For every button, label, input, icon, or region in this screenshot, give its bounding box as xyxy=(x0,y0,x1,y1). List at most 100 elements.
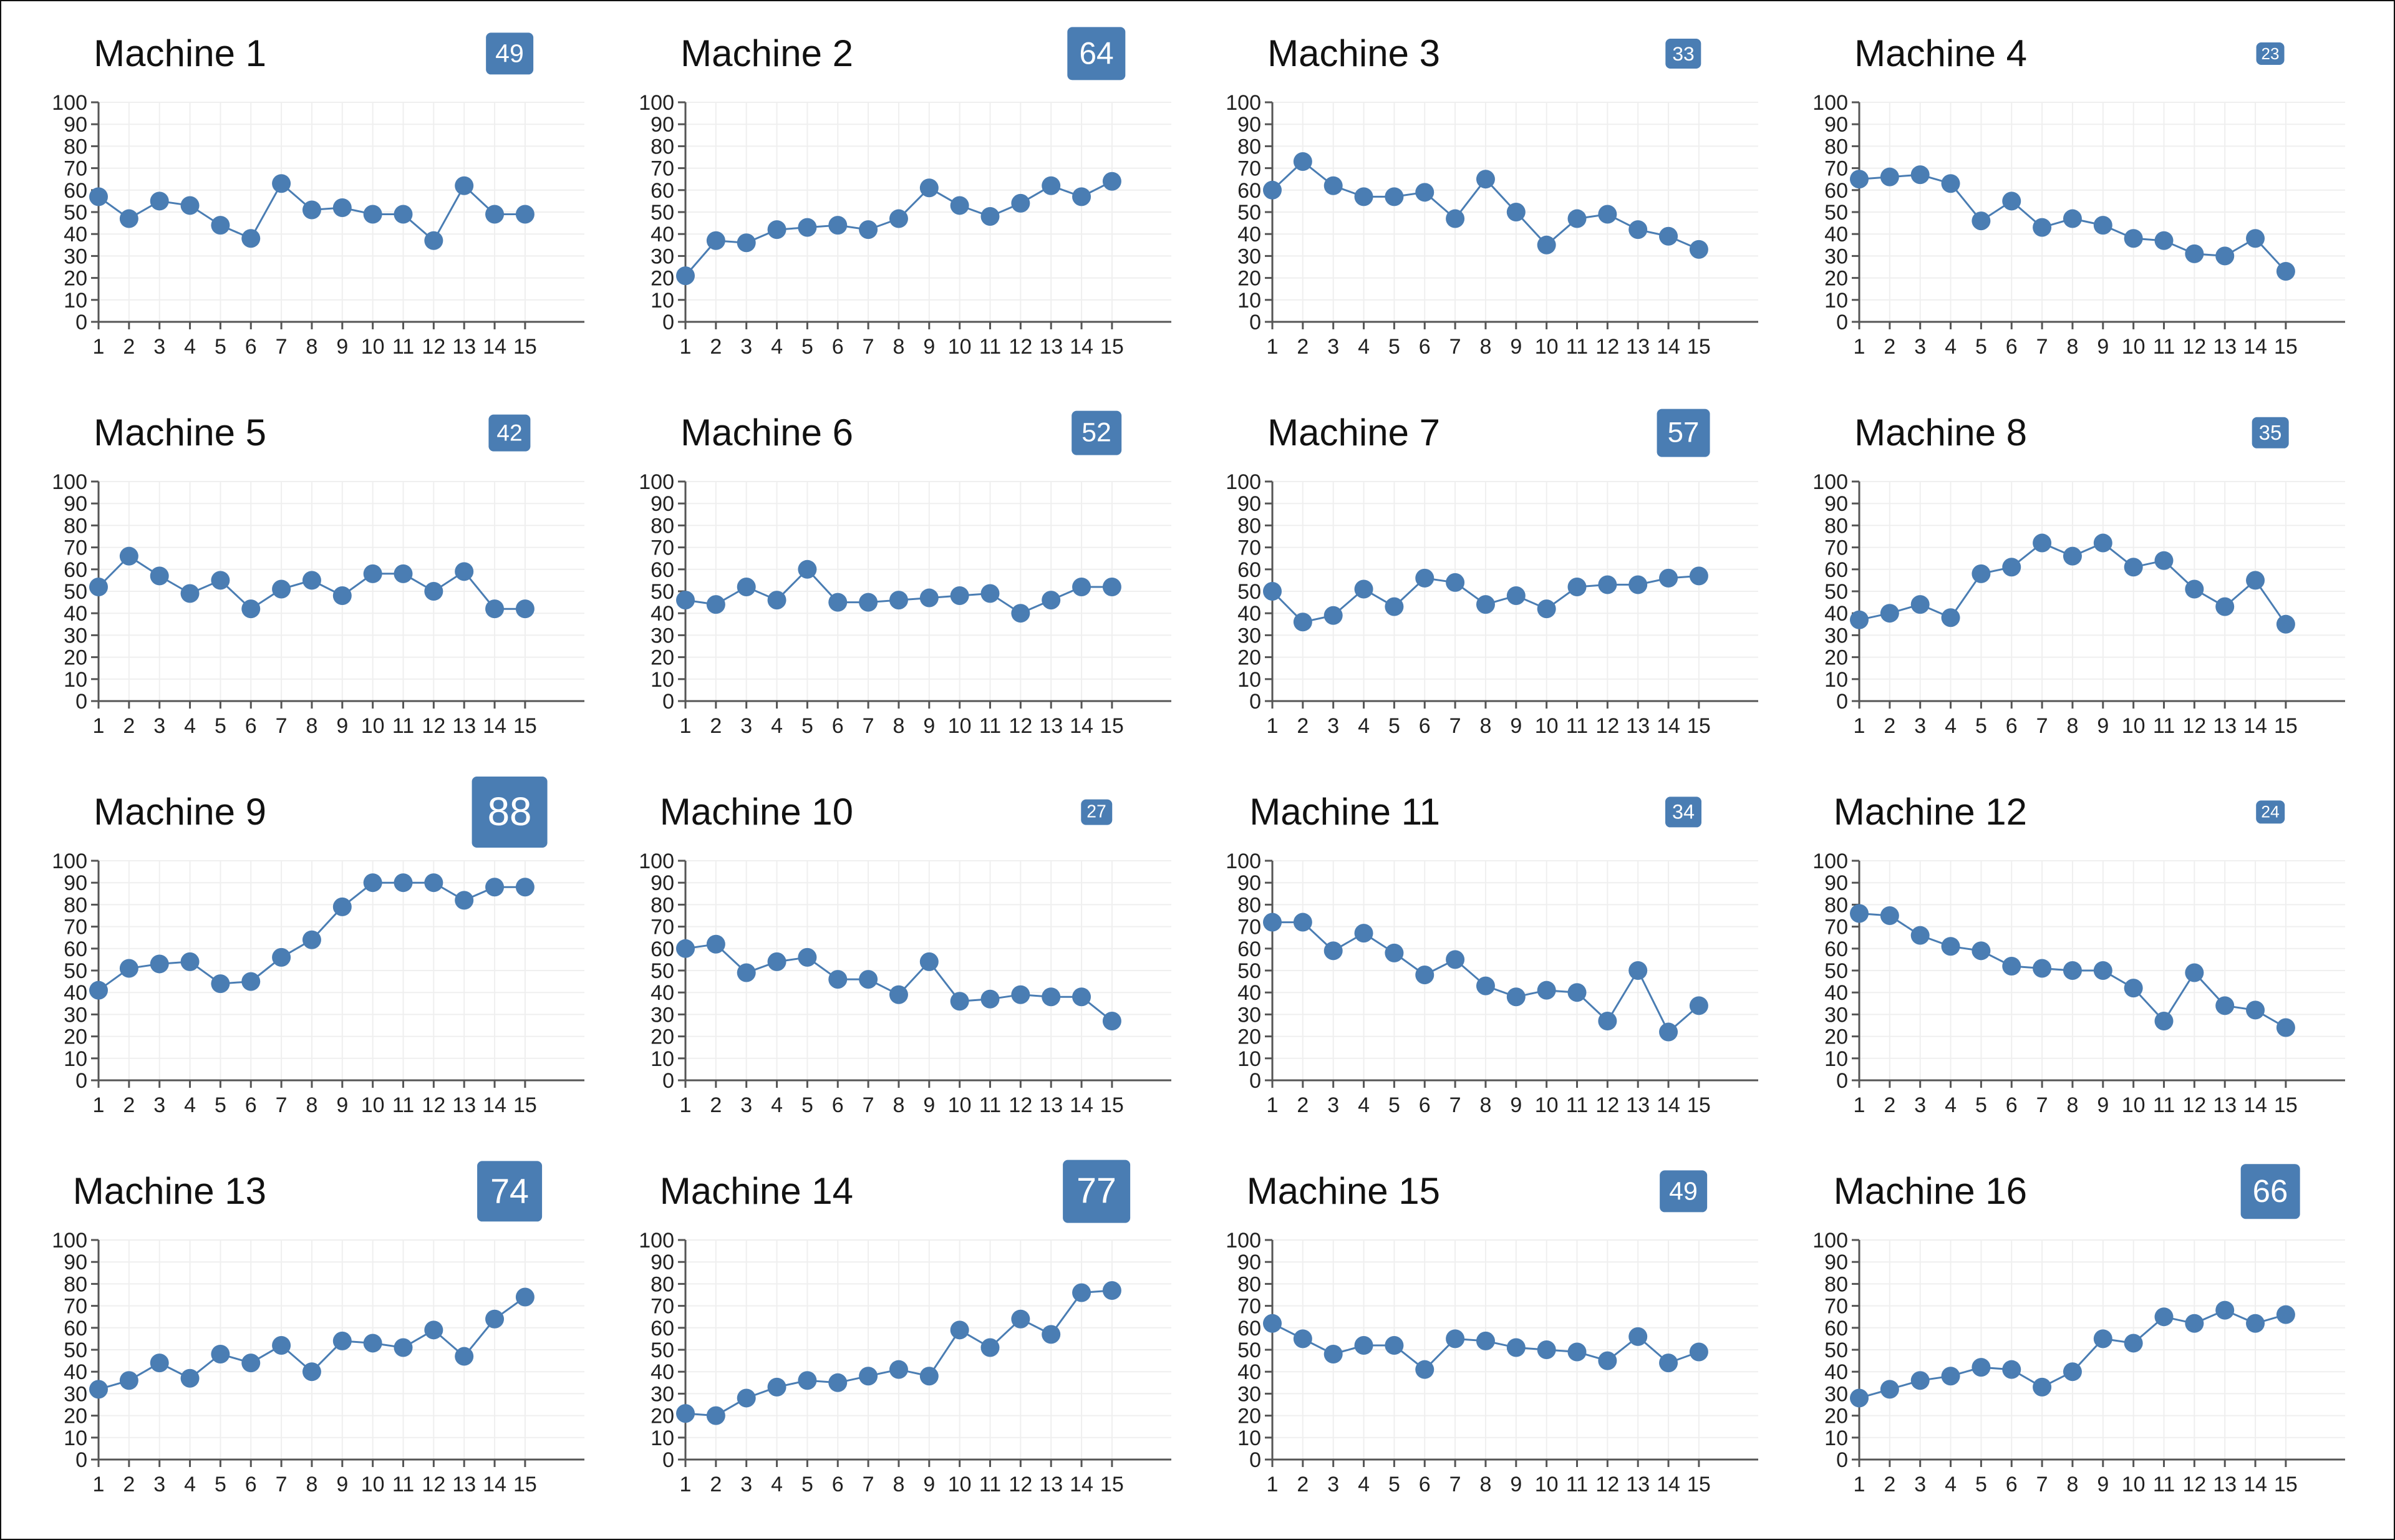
y-tick-label: 30 xyxy=(651,624,674,647)
data-point xyxy=(2002,191,2021,211)
y-tick-label: 50 xyxy=(64,580,87,604)
x-tick-label: 4 xyxy=(1945,335,1957,359)
x-tick-label: 6 xyxy=(832,1473,844,1496)
y-tick-label: 20 xyxy=(1237,267,1261,291)
y-tick-label: 20 xyxy=(64,267,87,291)
x-tick-label: 13 xyxy=(452,714,476,738)
machine-panel-2: Machine 2 64 0 10 20 30 40 50 60 70 80 90 100 1 2 3 4 5 6 7… xyxy=(588,1,1174,375)
machine-panel-11: Machine 11 34 0 10 20 30 40 50 60 70 80 90 100 1 2 3 4 5 6… xyxy=(1175,760,1761,1134)
data-point xyxy=(889,985,908,1004)
y-tick-label: 90 xyxy=(64,871,87,895)
data-point xyxy=(363,564,382,583)
data-point xyxy=(1972,1358,1991,1377)
x-tick-label: 7 xyxy=(1449,1093,1461,1117)
data-point xyxy=(859,220,878,240)
x-tick-label: 3 xyxy=(1914,1093,1926,1117)
x-tick-label: 4 xyxy=(1945,1473,1957,1496)
data-point xyxy=(2215,246,2235,266)
y-tick-label: 80 xyxy=(651,514,674,538)
value-badge: 88 xyxy=(472,777,548,848)
x-tick-label: 14 xyxy=(2243,1093,2267,1117)
value-badge: 64 xyxy=(1067,27,1126,80)
y-tick-label: 50 xyxy=(1824,959,1848,983)
y-tick-label: 60 xyxy=(1824,558,1848,582)
panel-title: Machine 16 xyxy=(1833,1170,2027,1212)
y-tick-label: 90 xyxy=(651,1251,674,1274)
grid xyxy=(1272,1239,1758,1460)
y-tick-label: 10 xyxy=(651,289,674,312)
x-tick-label: 13 xyxy=(1039,714,1063,738)
data-point xyxy=(798,218,817,237)
data-point xyxy=(1628,220,1648,240)
grid xyxy=(1859,481,2345,702)
y-tick-label: 10 xyxy=(1824,289,1848,312)
x-tick-label: 8 xyxy=(893,714,904,738)
y-tick-label: 70 xyxy=(1824,536,1848,560)
panel-title: Machine 13 xyxy=(72,1170,266,1212)
value-badge: 49 xyxy=(1660,1170,1707,1213)
x-tick-label: 10 xyxy=(948,714,972,738)
data-point xyxy=(1072,187,1091,206)
data-point xyxy=(798,559,817,579)
y-tick-label: 20 xyxy=(651,267,674,291)
x-tick-label: 10 xyxy=(1535,1473,1559,1496)
data-point xyxy=(1506,1338,1526,1357)
x-tick-label: 12 xyxy=(2182,1473,2206,1496)
x-tick-label: 9 xyxy=(336,1473,348,1496)
y-tick-label: 60 xyxy=(1237,558,1261,582)
y-tick-label: 20 xyxy=(64,646,87,670)
y-tick-label: 60 xyxy=(1237,937,1261,961)
y-tick-label: 40 xyxy=(1237,602,1261,626)
x-tick-label: 1 xyxy=(93,1473,105,1496)
x-tick-label: 12 xyxy=(422,714,445,738)
x-tick-label: 12 xyxy=(422,1093,445,1117)
data-point xyxy=(211,1345,230,1364)
data-point xyxy=(1537,981,1556,1000)
y-tick-label: 100 xyxy=(52,91,87,115)
x-tick-label: 3 xyxy=(1914,714,1926,738)
y-tick-label: 90 xyxy=(1237,492,1261,516)
data-point xyxy=(2124,979,2143,998)
data-point xyxy=(394,1338,413,1357)
y-tick-label: 70 xyxy=(651,536,674,560)
x-tick-label: 13 xyxy=(1039,1473,1063,1496)
y-tick-label: 30 xyxy=(64,1003,87,1027)
y-tick-label: 90 xyxy=(1237,871,1261,895)
x-tick-label: 3 xyxy=(153,335,165,359)
x-tick-label: 14 xyxy=(1657,714,1680,738)
y-tick-label: 50 xyxy=(64,1339,87,1362)
x-tick-label: 10 xyxy=(2122,335,2146,359)
data-point xyxy=(302,571,321,590)
x-tick-label: 1 xyxy=(93,714,105,738)
y-tick-label: 20 xyxy=(651,1405,674,1428)
x-tick-label: 2 xyxy=(1297,1473,1309,1496)
data-point xyxy=(1941,608,1960,627)
data-point xyxy=(363,205,382,224)
y-tick-label: 60 xyxy=(651,1317,674,1340)
data-point xyxy=(1323,606,1343,625)
value-badge: 66 xyxy=(2240,1164,2300,1219)
x-tick-label: 2 xyxy=(1297,1093,1309,1117)
data-point xyxy=(980,584,1000,603)
x-tick-label: 15 xyxy=(1687,1473,1711,1496)
x-tick-label: 11 xyxy=(979,714,1001,738)
data-point xyxy=(2185,1314,2204,1333)
data-point xyxy=(302,1362,321,1382)
x-tick-label: 9 xyxy=(336,1093,348,1117)
y-tick-label: 50 xyxy=(651,959,674,983)
data-point xyxy=(798,947,817,967)
data-point xyxy=(272,174,291,193)
data-point xyxy=(1354,187,1373,206)
x-tick-label: 9 xyxy=(2097,1473,2109,1496)
x-tick-label: 11 xyxy=(2153,1093,2175,1117)
x-tick-label: 4 xyxy=(771,1093,783,1117)
data-point xyxy=(1102,1011,1121,1030)
y-tick-label: 80 xyxy=(651,1272,674,1296)
y-tick-label: 60 xyxy=(1237,179,1261,203)
data-point xyxy=(1659,1022,1678,1042)
x-tick-label: 15 xyxy=(513,714,537,738)
data-point xyxy=(180,196,200,215)
data-point xyxy=(119,959,138,978)
data-point xyxy=(485,878,505,897)
data-point xyxy=(1102,577,1121,596)
